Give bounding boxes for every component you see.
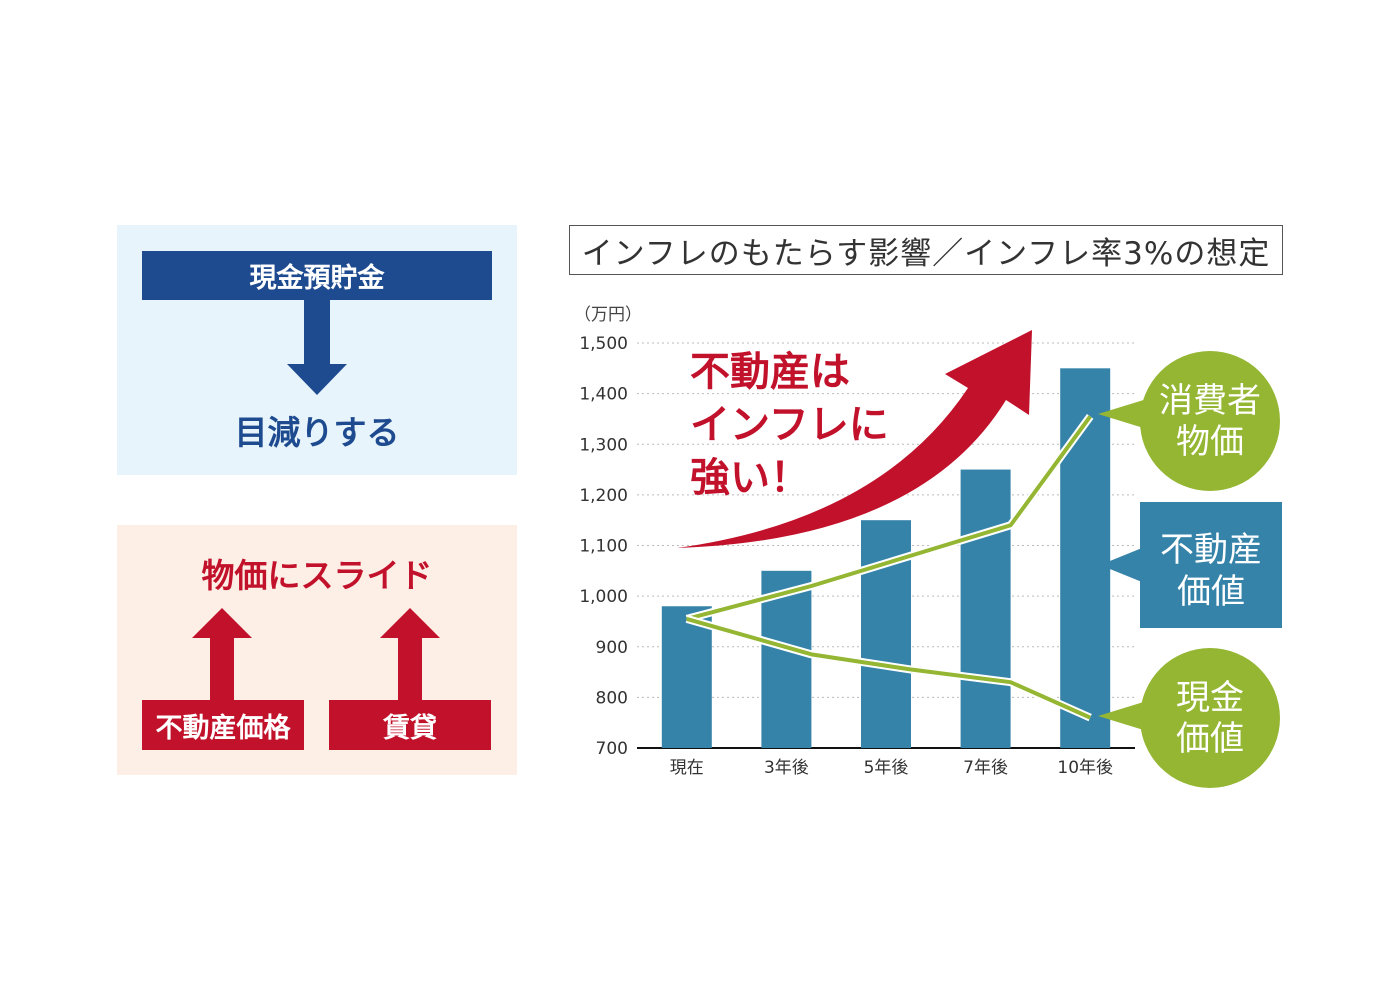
up-arrow-icon [380, 608, 440, 702]
line-現金価値 [686, 616, 1092, 720]
y-tick-label: 900 [596, 638, 628, 658]
y-tick-label: 800 [596, 688, 628, 708]
cash-value-label: 現金 価値 [1098, 648, 1280, 788]
y-tick-label: 1,300 [579, 435, 628, 455]
x-tick-label: 7年後 [963, 758, 1008, 778]
cash-savings-bar: 現金預貯金 [142, 251, 492, 300]
x-tick-label: 10年後 [1057, 758, 1113, 778]
x-tick-label: 現在 [670, 758, 704, 778]
real-estate-price-box: 不動産価格 [142, 700, 304, 750]
y-tick-label: 1,100 [579, 537, 628, 557]
bar-10年後 [1060, 368, 1111, 748]
callout-line: インフレに [690, 402, 889, 448]
callout-line: 強い！ [690, 455, 810, 501]
callout-line: 不動産は [690, 349, 850, 395]
bar-7年後 [960, 469, 1011, 748]
y-tick-label: 700 [596, 739, 628, 759]
y-unit-label: （万円） [574, 305, 642, 325]
realestate-value-label: 不動産 価値 [1100, 502, 1282, 628]
x-tick-label: 3年後 [764, 758, 809, 778]
cash-value-label-line1: 現金 [1176, 678, 1244, 718]
cash-value-label-line2: 価値 [1176, 719, 1244, 759]
down-arrow-icon [287, 300, 347, 395]
consumer-price-label: 消費者 物価 [1098, 351, 1280, 491]
y-tick-label: 1,200 [579, 486, 628, 506]
consumer-price-label-line2: 物価 [1176, 422, 1244, 462]
consumer-price-label-line1: 消費者 [1159, 381, 1261, 421]
price-slide-text: 物価にスライド [201, 556, 433, 595]
up-arrow-icon [192, 608, 252, 702]
y-tick-label: 1,000 [579, 587, 628, 607]
y-tick-label: 1,500 [579, 334, 628, 354]
rent-box: 賃貸 [329, 700, 491, 750]
depreciation-text: 目減りする [234, 413, 400, 452]
y-tick-label: 1,400 [579, 385, 628, 405]
x-tick-label: 5年後 [864, 758, 909, 778]
chart-title: インフレのもたらす影響／インフレ率3%の想定 [569, 225, 1283, 275]
realestate-value-label-line2: 価値 [1177, 572, 1245, 612]
bar-現在 [661, 606, 712, 748]
realestate-value-label-line1: 不動産 [1160, 530, 1262, 570]
line-消費者物価 [686, 415, 1092, 621]
growth-arrow-icon [677, 330, 1032, 548]
